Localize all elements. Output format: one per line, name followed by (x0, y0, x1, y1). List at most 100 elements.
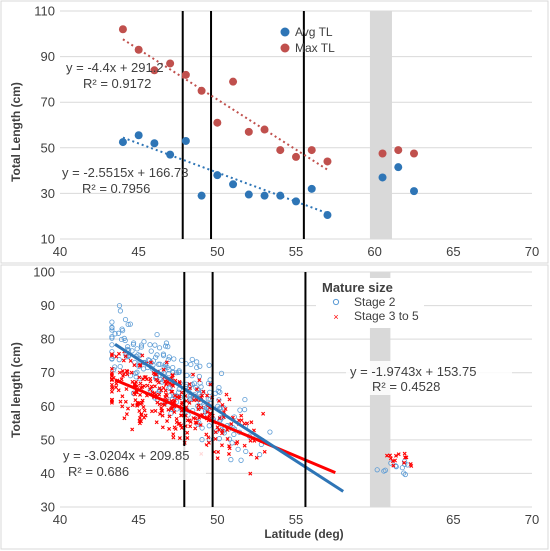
bottom-point-stage-2 (187, 394, 193, 400)
bottom-point-stage-3-5 (126, 406, 130, 411)
bottom-point-stage-3-5 (220, 443, 224, 448)
bottom-point-stage-2 (112, 364, 118, 370)
bottom-point-stage-2 (401, 470, 407, 476)
bottom-point-stage-3-5 (179, 390, 184, 395)
bottom-point-stage-3-5 (124, 412, 129, 417)
bottom-point-stage-3-5 (187, 400, 192, 405)
bottom-point-stage-3-5 (217, 427, 222, 432)
top-point (244, 190, 253, 199)
bottom-point-stage-2 (185, 412, 191, 418)
bottom-point-stage-3-5 (185, 430, 190, 435)
bottom-point-stage-3-5 (164, 382, 169, 387)
bottom-point-stage-3-5 (139, 412, 144, 417)
bottom-point-stage-3-5 (160, 425, 165, 430)
bottom-point-stage-3-5 (396, 452, 401, 457)
bottom-point-stage-2 (121, 335, 127, 341)
bottom-point-stage-3-5 (153, 408, 158, 413)
bottom-point-stage-3-5 (123, 399, 128, 404)
bottom-point-stage-3-5 (121, 358, 126, 363)
bottom-point-stage-3-5 (140, 398, 145, 403)
bottom-point-stage-3-5 (170, 373, 175, 378)
bottom-point-stage-2 (218, 404, 224, 411)
bottom-eq-background-lower (60, 446, 206, 480)
bottom-point-stage-2 (229, 440, 235, 446)
p1-x-tick-label: 45 (131, 244, 145, 259)
bottom-point-stage-2 (109, 342, 115, 348)
bottom-point-stage-3-5 (179, 425, 184, 430)
p2-y-tick-label: 40 (41, 466, 55, 481)
bottom-point-stage-3-5 (199, 405, 204, 410)
bottom-point-stage-3-5 (133, 398, 138, 403)
bottom-point-stage-2 (216, 436, 222, 442)
p1-y-tick-label: 30 (41, 186, 55, 201)
legend-marker-max-tl (280, 43, 290, 53)
legend-label-avg-tl: Avg TL (295, 25, 333, 39)
bottom-point-stage-3-5 (261, 411, 266, 416)
bottom-point-stage-3-5 (130, 403, 135, 408)
bottom-point-stage-2 (155, 361, 162, 367)
bottom-point-stage-2 (160, 352, 167, 359)
bottom-point-stage-3-5 (145, 383, 150, 388)
legend-label-stage-3-5: Stage 3 to 5 (354, 309, 419, 323)
bottom-point-stage-3-5 (109, 377, 114, 382)
bottom-point-stage-3-5 (116, 388, 121, 393)
bottom-point-stage-3-5 (226, 451, 231, 456)
bottom-eq-background-upper (346, 361, 512, 395)
bottom-point-stage-3-5 (109, 399, 114, 404)
bottom-point-stage-3-5 (191, 416, 196, 421)
bottom-point-stage-3-5 (154, 377, 159, 382)
bottom-stage2-equation: y = -3.0204x + 209.85 (63, 448, 189, 463)
bottom-point-stage-3-5 (119, 377, 124, 382)
bottom-point-stage-3-5 (161, 367, 166, 372)
top-point (197, 86, 206, 95)
bottom-point-stage-2 (116, 303, 123, 309)
bottom-point-stage-2 (152, 342, 158, 348)
bottom-point-stage-3-5 (198, 423, 203, 428)
top-point (378, 173, 387, 182)
top-point (166, 59, 175, 68)
bottom-point-stage-3-5 (109, 366, 114, 371)
bottom-point-stage-2 (238, 457, 244, 463)
bottom-legend: Mature size Stage 2 × Stage 3 to 5 (316, 278, 424, 328)
bottom-point-stage-3-5 (187, 382, 192, 387)
bottom-point-stage-3-5 (134, 379, 139, 384)
bottom-point-stage-3-5 (216, 449, 221, 454)
bottom-point-stage-3-5 (245, 421, 250, 426)
bottom-point-stage-3-5 (194, 387, 199, 392)
bottom-point-stage-2 (388, 460, 394, 466)
bottom-point-stage-3-5 (227, 397, 232, 402)
bottom-point-stage-3-5 (248, 471, 253, 476)
bottom-point-stage-2 (242, 396, 248, 403)
bottom-point-stage-3-5 (188, 386, 192, 391)
bottom-point-stage-3-5 (143, 413, 148, 418)
bottom-point-stage-2 (402, 471, 408, 478)
bottom-point-stage-3-5 (164, 393, 169, 398)
bottom-point-stage-2 (188, 361, 194, 368)
bottom-point-stage-3-5 (141, 405, 146, 409)
top-max-r2: R² = 0.9172 (83, 76, 151, 91)
bottom-point-stage-2 (171, 356, 177, 362)
top-shaded-band (369, 11, 392, 239)
top-point (118, 138, 127, 147)
bottom-point-stage-3-5 (152, 384, 157, 389)
bottom-point-stage-2 (399, 465, 405, 471)
bottom-point-stage-3-5 (157, 386, 162, 391)
bottom-point-stage-2 (205, 380, 212, 386)
p1-y-tick-label: 70 (41, 95, 55, 110)
bottom-point-stage-2 (154, 352, 160, 358)
top-max-equation: y = -4.4x + 291.2 (66, 60, 164, 75)
bottom-chart-border (0, 264, 549, 550)
bottom-point-stage-3-5 (177, 436, 182, 441)
bottom-point-stage-2 (163, 340, 170, 346)
top-point (276, 146, 285, 155)
bottom-point-stage-2 (148, 348, 154, 354)
bottom-point-stage-3-5 (402, 451, 407, 456)
bottom-point-stage-2 (141, 339, 147, 345)
bottom-point-stage-3-5 (120, 404, 125, 409)
bottom-point-stage-2 (117, 363, 123, 370)
bottom-point-stage-3-5 (185, 435, 190, 440)
bottom-point-stage-3-5 (120, 394, 125, 399)
bottom-point-stage-3-5 (249, 420, 254, 425)
bottom-point-stage-3-5 (120, 368, 125, 373)
p2-y-tick-label: 100 (33, 265, 55, 280)
